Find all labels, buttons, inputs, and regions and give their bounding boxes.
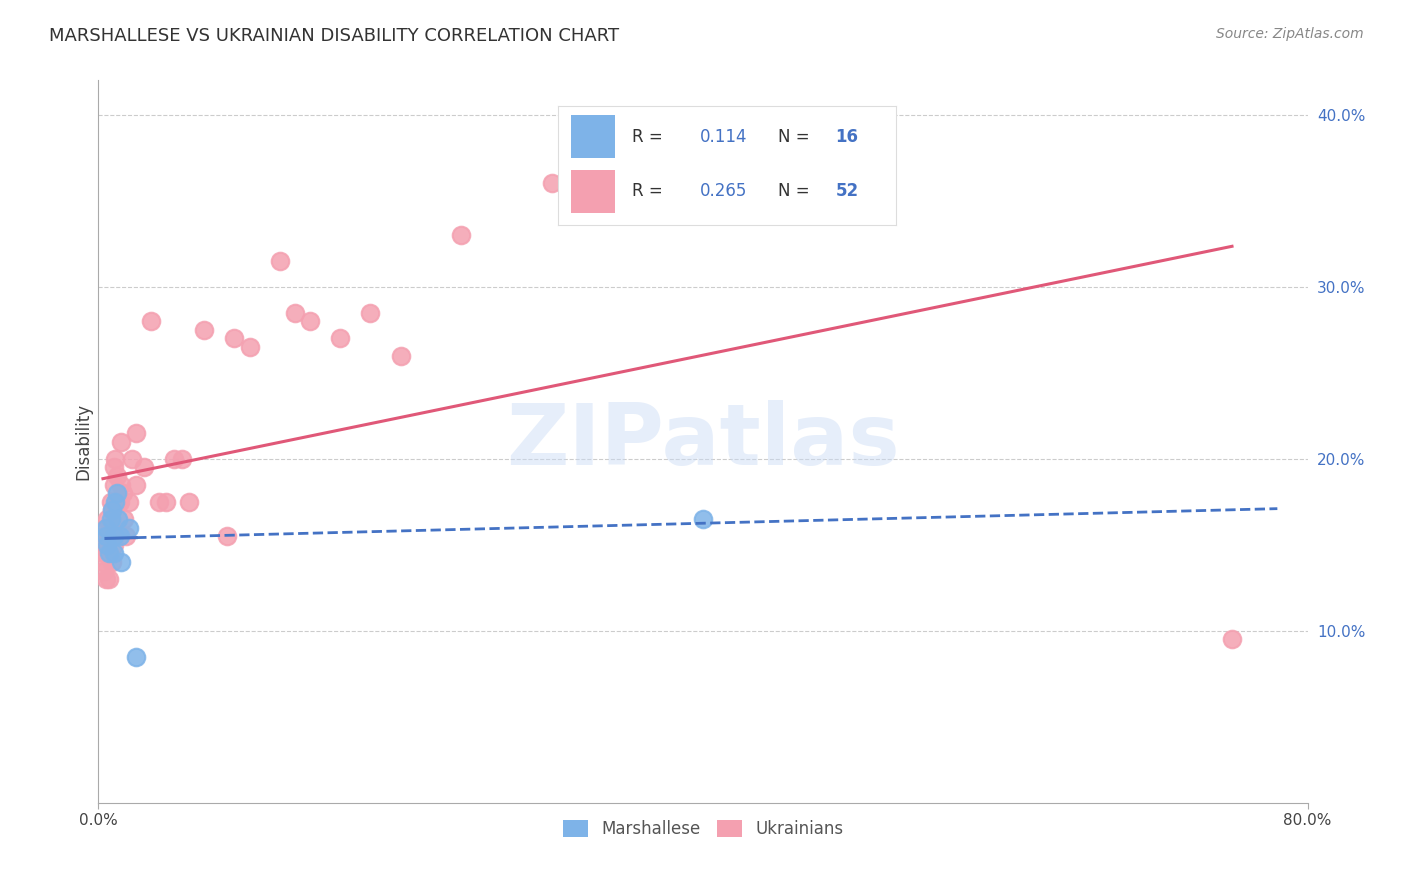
- Point: [103, 477, 125, 491]
- Point: [108, 494, 131, 508]
- Point: [100, 512, 122, 526]
- Point: [94, 572, 117, 586]
- Point: [103, 546, 125, 560]
- Text: ZIPatlas: ZIPatlas: [506, 400, 900, 483]
- Point: [107, 494, 129, 508]
- Point: [450, 228, 472, 243]
- Point: [105, 486, 128, 500]
- Point: [193, 323, 215, 337]
- Point: [93, 529, 115, 543]
- Point: [101, 555, 124, 569]
- Point: [107, 512, 129, 526]
- Point: [125, 425, 148, 440]
- Point: [121, 451, 143, 466]
- Point: [224, 331, 246, 345]
- Point: [215, 529, 238, 543]
- Point: [540, 177, 562, 191]
- Point: [91, 555, 114, 569]
- Point: [103, 460, 125, 475]
- Point: [98, 572, 121, 586]
- Point: [170, 451, 193, 466]
- Point: [93, 546, 115, 560]
- Text: MARSHALLESE VS UKRAINIAN DISABILITY CORRELATION CHART: MARSHALLESE VS UKRAINIAN DISABILITY CORR…: [49, 27, 619, 45]
- Point: [96, 512, 118, 526]
- Point: [110, 555, 132, 569]
- Point: [104, 451, 127, 466]
- Point: [91, 538, 114, 552]
- Point: [692, 512, 714, 526]
- Point: [239, 340, 262, 354]
- Point: [132, 460, 155, 475]
- Point: [100, 520, 122, 534]
- Point: [98, 546, 121, 560]
- Point: [94, 529, 117, 543]
- Point: [1220, 632, 1243, 647]
- Point: [94, 520, 117, 534]
- Point: [103, 538, 125, 552]
- Point: [389, 349, 412, 363]
- Point: [110, 477, 132, 491]
- Point: [360, 305, 382, 319]
- Point: [299, 314, 322, 328]
- Point: [101, 503, 124, 517]
- Point: [329, 331, 352, 345]
- Point: [163, 451, 186, 466]
- Point: [269, 253, 291, 268]
- Point: [104, 494, 127, 508]
- Point: [94, 520, 117, 534]
- Point: [101, 503, 124, 517]
- Point: [118, 494, 141, 508]
- Point: [111, 486, 134, 500]
- Point: [179, 494, 201, 508]
- Text: Source: ZipAtlas.com: Source: ZipAtlas.com: [1216, 27, 1364, 41]
- Point: [94, 538, 117, 552]
- Point: [108, 529, 131, 543]
- Point: [105, 469, 128, 483]
- Y-axis label: Disability: Disability: [75, 403, 93, 480]
- Point: [110, 434, 132, 449]
- Point: [284, 305, 307, 319]
- Point: [93, 564, 115, 578]
- Point: [96, 538, 118, 552]
- Point: [155, 494, 177, 508]
- Point: [125, 649, 148, 664]
- Point: [98, 529, 121, 543]
- Legend: Marshallese, Ukrainians: Marshallese, Ukrainians: [555, 814, 851, 845]
- Point: [114, 529, 136, 543]
- Point: [103, 529, 125, 543]
- Point: [141, 314, 163, 328]
- Point: [100, 494, 122, 508]
- Point: [661, 151, 683, 165]
- Point: [148, 494, 170, 508]
- Point: [118, 520, 141, 534]
- Point: [125, 477, 148, 491]
- Point: [112, 512, 135, 526]
